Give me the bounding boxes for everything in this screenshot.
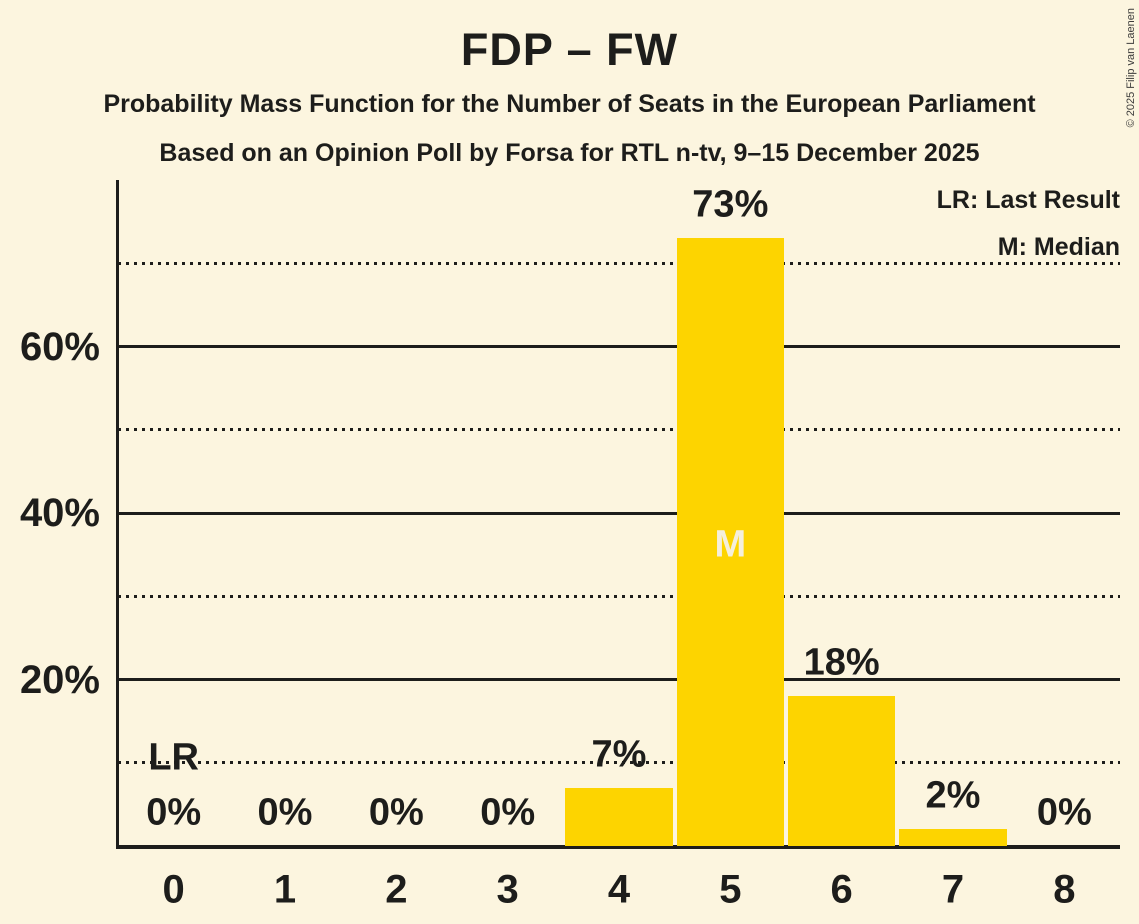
chart-subtitle: Probability Mass Function for the Number… (103, 90, 1036, 118)
legend-median: M: Median (997, 233, 1120, 261)
bar-value-label: 0% (368, 791, 424, 834)
chart-source-line: Based on an Opinion Poll by Forsa for RT… (159, 139, 980, 167)
bar-value-label: 0% (146, 791, 202, 834)
y-tick-label: 40% (19, 491, 100, 535)
bar-value-label: 73% (692, 183, 769, 226)
x-tick-label: 2 (385, 867, 408, 912)
gridline-dotted-30pct (118, 594, 1120, 598)
x-tick-label: 7 (941, 867, 965, 912)
x-tick-label: 1 (273, 867, 297, 912)
gridline-dotted-50pct (118, 428, 1120, 432)
gridline-dotted-70pct (118, 261, 1120, 265)
y-axis-line (116, 180, 119, 849)
bar-value-label: 0% (480, 791, 536, 834)
bar-value-label: 7% (591, 733, 647, 776)
gridline-solid-20pct (118, 678, 1120, 681)
x-tick-label: 8 (1053, 867, 1076, 912)
x-tick-label: 4 (607, 867, 631, 912)
bar-seats-7 (899, 829, 1007, 846)
median-marker: M (714, 523, 747, 566)
x-axis-line (116, 845, 1120, 849)
last-result-marker: LR (148, 736, 199, 779)
bar-seats-4 (565, 787, 673, 846)
gridline-dotted-10pct (118, 761, 1120, 765)
bar-seats-5 (676, 238, 784, 846)
x-tick-label: 3 (496, 867, 519, 912)
x-tick-label: 0 (162, 867, 185, 912)
bar-value-label: 18% (803, 641, 880, 684)
bar-seats-6 (788, 696, 896, 846)
gridline-solid-60pct (118, 345, 1120, 348)
chart-title: FDP – FW (460, 24, 679, 75)
bar-value-label: 2% (925, 774, 981, 817)
y-tick-label: 60% (19, 324, 100, 369)
gridline-solid-40pct (118, 511, 1120, 515)
y-tick-label: 20% (19, 657, 100, 702)
bar-value-label: 0% (257, 791, 313, 834)
bar-value-label: 0% (1036, 791, 1092, 834)
x-tick-label: 5 (719, 867, 742, 912)
legend-last-result: LR: Last Result (936, 186, 1120, 214)
x-tick-label: 6 (830, 867, 853, 912)
